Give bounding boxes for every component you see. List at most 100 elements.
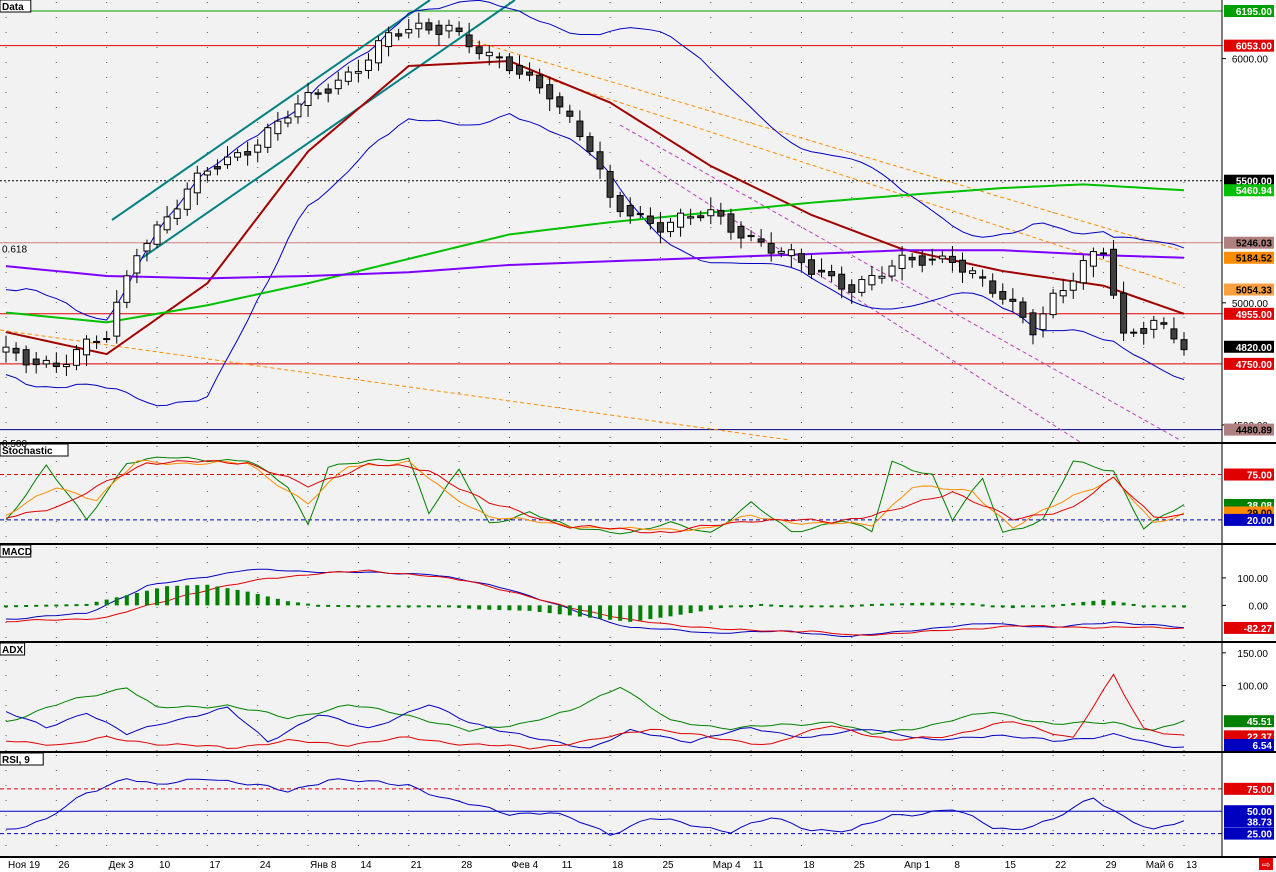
- date-tick-label: 28: [461, 860, 473, 871]
- candle: [284, 117, 292, 124]
- price-value-badge-label: 4480.89: [1236, 426, 1273, 437]
- candle: [878, 275, 886, 279]
- date-tick-label: Мар 4: [713, 860, 741, 871]
- macd-histogram-bar: [598, 605, 603, 619]
- price-title: Data: [2, 2, 24, 13]
- trendline: [111, 0, 431, 221]
- candle: [72, 349, 80, 366]
- candle: [1059, 290, 1067, 297]
- candle: [143, 242, 151, 252]
- macd-histogram-bar: [44, 604, 49, 607]
- macd-histogram-bar: [1101, 599, 1106, 606]
- stochastic-axis-area: [1222, 444, 1276, 543]
- macd-histogram-bar: [728, 605, 733, 608]
- macd-histogram-bar: [537, 605, 542, 612]
- candle: [264, 127, 272, 148]
- candle: [586, 136, 594, 152]
- price-value-badge-label: 4820.00: [1236, 343, 1273, 354]
- macd-histogram-bar: [326, 604, 331, 607]
- candle: [455, 27, 463, 33]
- macd-histogram-bar: [990, 605, 995, 608]
- adx-series-0: [5, 686, 1185, 735]
- macd-histogram-bar: [759, 603, 764, 606]
- adx-value-badge-label: 22.37: [1247, 732, 1272, 743]
- candle: [334, 79, 342, 90]
- macd-histogram-bar: [124, 595, 129, 606]
- candle: [304, 92, 312, 106]
- candle: [465, 34, 473, 48]
- candle: [1180, 339, 1188, 351]
- candle: [153, 224, 161, 245]
- candle: [576, 120, 584, 138]
- macd-histogram-bar: [799, 605, 804, 608]
- candle: [1079, 260, 1087, 284]
- candle: [1009, 298, 1017, 302]
- candle: [395, 33, 403, 37]
- date-tick-label: 29: [1105, 860, 1117, 871]
- macd-histogram-bar: [1000, 605, 1005, 608]
- date-tick-label: 11: [753, 860, 764, 871]
- candle: [767, 242, 775, 254]
- macd-histogram-bar: [1030, 605, 1035, 608]
- date-tick-label: Дек 3: [109, 860, 134, 871]
- candle: [938, 255, 946, 260]
- candle: [918, 255, 926, 266]
- candle: [908, 256, 916, 261]
- candle: [606, 171, 614, 198]
- adx-axis-tick: 100.00: [1237, 682, 1268, 693]
- candle: [717, 209, 725, 217]
- candle: [1019, 301, 1027, 318]
- macd-histogram-bar: [920, 602, 925, 606]
- candle: [737, 225, 745, 239]
- rsi-value-badge: [1224, 782, 1274, 795]
- date-tick-label: 15: [1005, 860, 1017, 871]
- macd-histogram-bar: [497, 605, 502, 611]
- macd-series-0: [5, 568, 1185, 638]
- macd-histogram-bar: [890, 603, 895, 606]
- rsi-value-badge: [1224, 815, 1274, 828]
- macd-histogram-bar: [396, 605, 401, 608]
- bollinger-lower: [5, 113, 1185, 407]
- candle: [274, 120, 282, 135]
- macd-value-badge: [1224, 621, 1274, 634]
- price-value-badge: [1224, 4, 1274, 17]
- macd-histogram-bar: [94, 601, 99, 606]
- ma-line-2: [5, 249, 1185, 280]
- candle: [485, 51, 493, 57]
- macd-histogram-bar: [829, 605, 834, 608]
- candle: [828, 271, 836, 277]
- macd-histogram-bar: [678, 605, 683, 615]
- macd-title: MACD: [2, 547, 32, 558]
- date-tick-label: 26: [58, 860, 70, 871]
- macd-series-1: [5, 569, 1185, 636]
- candle: [163, 216, 171, 231]
- rsi-value-badge: [1224, 827, 1274, 840]
- candle: [324, 88, 332, 94]
- macd-histogram-bar: [769, 604, 774, 607]
- candle: [364, 59, 372, 71]
- macd-histogram-bar: [436, 605, 441, 608]
- candle: [989, 280, 997, 294]
- price-value-badge: [1224, 39, 1274, 52]
- candle: [505, 56, 513, 72]
- macd-histogram-bar: [869, 603, 874, 606]
- macd-histogram-bar: [638, 605, 643, 621]
- macd-histogram-bar: [104, 599, 109, 606]
- candle: [797, 253, 805, 263]
- ma-line-1: [5, 183, 1185, 324]
- candle: [254, 144, 262, 153]
- price-title-box: [0, 0, 32, 13]
- macd-histogram-bar: [970, 603, 975, 606]
- macd-histogram-bar: [74, 604, 79, 607]
- macd-plot-area: [0, 545, 1222, 641]
- candle: [898, 254, 906, 270]
- macd-histogram-bar: [507, 605, 512, 611]
- adx-value-badge-label: 45.51: [1247, 717, 1272, 728]
- candle: [969, 270, 977, 274]
- candle: [1170, 328, 1178, 340]
- trendline: [639, 159, 1081, 443]
- rsi-plot-area: [0, 753, 1222, 856]
- candle: [213, 166, 221, 170]
- macd-histogram-bar: [779, 605, 784, 608]
